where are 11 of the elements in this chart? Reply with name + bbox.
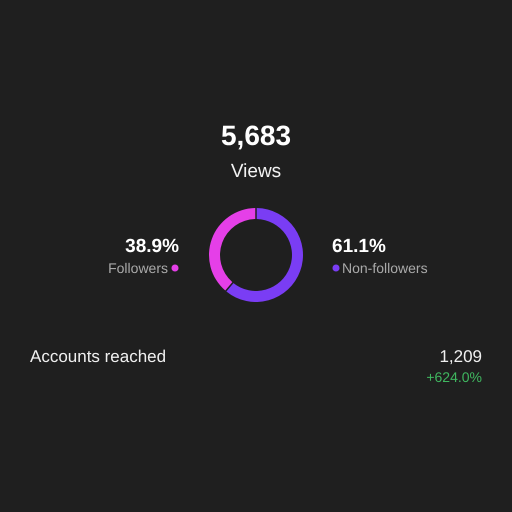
chart-subtitle: Views <box>230 161 282 182</box>
text: +624.0% <box>426 369 482 385</box>
chart-title: 5,683 <box>220 120 292 151</box>
text: Accounts reached <box>30 347 166 366</box>
legend-label: Non-followers <box>342 260 428 276</box>
donut-slice <box>226 208 303 302</box>
text: 1,209 <box>439 347 482 366</box>
slice-label: Followers <box>108 260 168 276</box>
data-label: 38.9% <box>125 236 180 257</box>
data-label: 61.1% <box>332 236 386 257</box>
donut-slice <box>209 208 256 291</box>
